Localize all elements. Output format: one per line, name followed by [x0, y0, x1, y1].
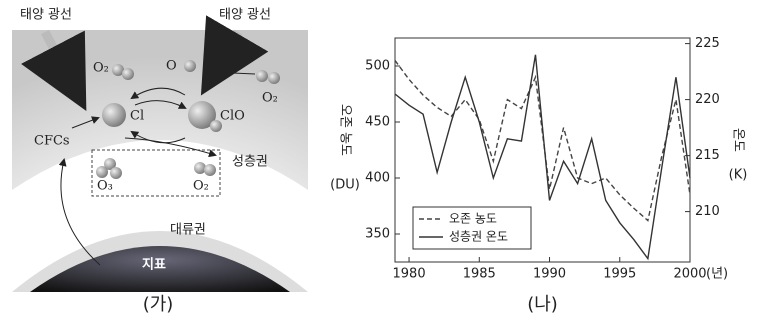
y-label: 오존 농도	[338, 104, 353, 156]
caption: (가)	[143, 294, 174, 315]
x-tick-label: 1990	[533, 267, 566, 282]
label: O	[166, 59, 177, 74]
earth	[30, 246, 290, 292]
label: O₂	[262, 91, 278, 106]
x-tick-label: 2000	[673, 267, 706, 282]
y-tick-label: 400	[365, 171, 390, 186]
label: O₃	[97, 179, 113, 194]
y2-tick-label: 225	[695, 36, 720, 51]
label: ClO	[220, 109, 245, 124]
label: 대류권	[170, 223, 206, 238]
y2-unit: (K)	[729, 168, 748, 183]
y-tick-label: 500	[365, 59, 390, 74]
label: O₂	[93, 61, 109, 76]
label: CFCs	[34, 134, 70, 149]
x-tick-label: 1980	[393, 267, 426, 282]
y-tick-label: 350	[365, 227, 390, 242]
line	[394, 54, 691, 261]
caption: (나)	[527, 294, 558, 315]
label: O₂	[193, 179, 209, 194]
y2-tick-label: 210	[695, 204, 720, 219]
legend-label: 오존 농도	[449, 212, 497, 226]
y2-tick-label: 220	[695, 92, 720, 107]
chart: 1980 1985 1990 1995 2000 (년) 350 400 450 500 210 21…	[330, 36, 747, 315]
sun-ray	[21, 29, 87, 111]
label: 성층권	[232, 155, 268, 170]
label: 지표	[142, 258, 166, 273]
y-tick-label: 450	[365, 115, 390, 130]
label: 태양 광선	[20, 8, 72, 23]
diagram: 태양 광선 태양 광선 O₂ O O₂ Cl ClO CFCs 성층권 O₃ O…	[12, 8, 308, 315]
legend-box	[412, 206, 532, 250]
x-tick-label: 1995	[603, 267, 636, 282]
y-unit: (DU)	[330, 178, 360, 193]
legend-label: 성층권 온도	[449, 230, 508, 244]
line	[394, 59, 691, 222]
x-tick-label: 1985	[463, 267, 496, 282]
plot-frame	[394, 37, 691, 263]
label: 태양 광선	[219, 8, 271, 23]
y2-tick-label: 215	[695, 148, 720, 163]
y2-label: 온도	[731, 128, 746, 152]
label: Cl	[130, 109, 144, 124]
x-unit: (년)	[706, 267, 728, 282]
